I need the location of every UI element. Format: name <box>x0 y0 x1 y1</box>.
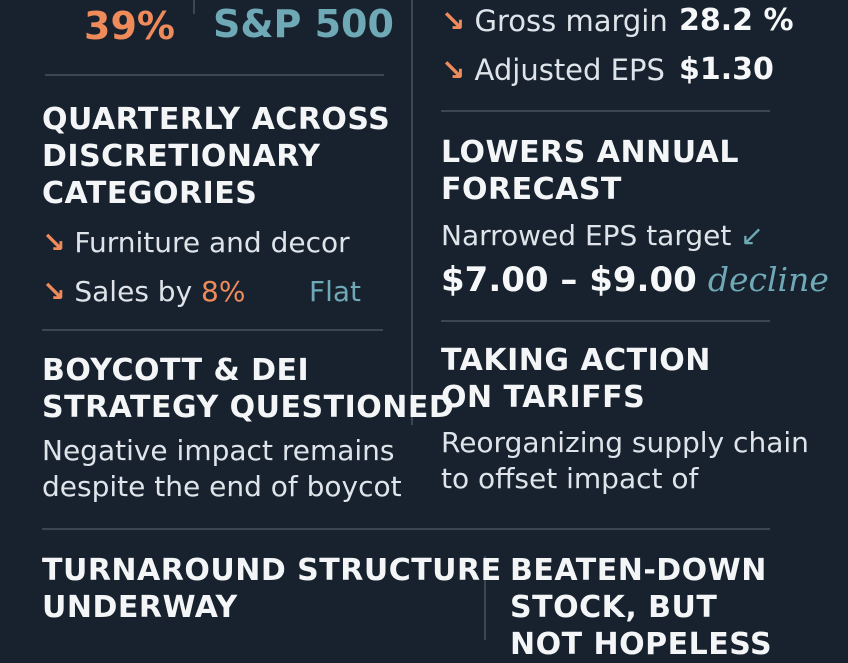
turnaround-heading-line2: UNDERWAY <box>42 590 238 625</box>
gross-margin-value: 28.2 % <box>679 3 794 38</box>
stat-index-name: S&P 500 <box>213 2 394 46</box>
vertical-divider-middle <box>411 0 413 425</box>
boycott-heading-line1: BOYCOTT & DEI <box>42 353 310 388</box>
boycott-heading-line2: STRATEGY QUESTIONED <box>42 390 455 425</box>
quarterly-heading-line1: QUARTERLY ACROSS <box>42 102 391 137</box>
stock-heading: BEATEN-DOWN STOCK, BUT NOT HOPELESS <box>510 552 772 663</box>
turnaround-heading-line1: TURNAROUND STRUCTURE <box>42 553 502 588</box>
adjusted-eps-row: ↘ Adjusted EPS <box>441 51 665 89</box>
eps-range-note: decline <box>707 260 829 299</box>
forecast-heading-line2: FORECAST <box>441 172 622 207</box>
boycott-body: Negative impact remains despite the end … <box>42 433 402 505</box>
tariffs-heading-line1: TAKING ACTION <box>441 343 711 378</box>
sales-flat-note: Flat <box>309 275 362 308</box>
gross-margin-label: Gross margin <box>474 4 668 38</box>
forecast-heading-line1: LOWERS ANNUAL <box>441 135 739 170</box>
eps-range: $7.00 – $9.00 <box>441 260 697 300</box>
forecast-heading: LOWERS ANNUAL FORECAST <box>441 134 739 208</box>
tariffs-body-line2: to offset impact of <box>441 462 699 495</box>
quarterly-heading-line3: CATEGORIES <box>42 176 258 211</box>
boycott-body-line2: despite the end of boycot <box>42 470 402 503</box>
furniture-label: Furniture and decor <box>74 226 350 259</box>
down-arrow-icon: ↘ <box>42 275 66 308</box>
tariffs-body-line1: Reorganizing supply chain <box>441 426 809 459</box>
divider-full <box>42 528 770 530</box>
sales-label: Sales by <box>74 275 202 308</box>
down-arrow-icon: ↘ <box>441 4 466 38</box>
boycott-heading: BOYCOTT & DEI STRATEGY QUESTIONED <box>42 352 454 426</box>
stock-heading-line3: NOT HOPELESS <box>510 627 773 662</box>
stock-heading-line1: BEATEN-DOWN <box>510 553 767 588</box>
adjusted-eps-label: Adjusted EPS <box>474 53 665 87</box>
turnaround-heading: TURNAROUND STRUCTURE UNDERWAY <box>42 552 502 626</box>
eps-target-row: Narrowed EPS target ↙ <box>441 218 764 254</box>
vertical-divider-bottom <box>484 556 486 640</box>
stock-heading-line2: STOCK, BUT <box>510 590 718 625</box>
divider-right-2 <box>441 320 770 322</box>
quarterly-heading-line2: DISCRETIONARY <box>42 139 321 174</box>
eps-target-label: Narrowed EPS target <box>441 219 732 252</box>
down-arrow-icon: ↘ <box>441 53 466 87</box>
tariffs-body: Reorganizing supply chain to offset impa… <box>441 425 809 497</box>
divider-left-1 <box>45 74 384 76</box>
trend-arrow-icon: ↙ <box>740 219 764 252</box>
sales-row: ↘ Sales by 8% <box>42 274 245 310</box>
down-arrow-icon: ↘ <box>42 226 66 259</box>
gross-margin-row: ↘ Gross margin <box>441 2 668 40</box>
adjusted-eps-value: $1.30 <box>679 52 774 87</box>
divider-left-2 <box>42 329 383 331</box>
divider-right-1 <box>441 110 770 112</box>
tariffs-heading-line2: ON TARIFFS <box>441 380 646 415</box>
boycott-body-line1: Negative impact remains <box>42 434 395 467</box>
tariffs-heading: TAKING ACTION ON TARIFFS <box>441 342 711 416</box>
vertical-divider-top <box>193 0 195 14</box>
stat-percent: 39% <box>84 4 175 48</box>
sales-value: 8% <box>201 275 246 308</box>
eps-range-row: $7.00 – $9.00 decline <box>441 258 829 308</box>
quarterly-heading: QUARTERLY ACROSS DISCRETIONARY CATEGORIE… <box>42 101 390 212</box>
furniture-row: ↘ Furniture and decor <box>42 225 350 261</box>
